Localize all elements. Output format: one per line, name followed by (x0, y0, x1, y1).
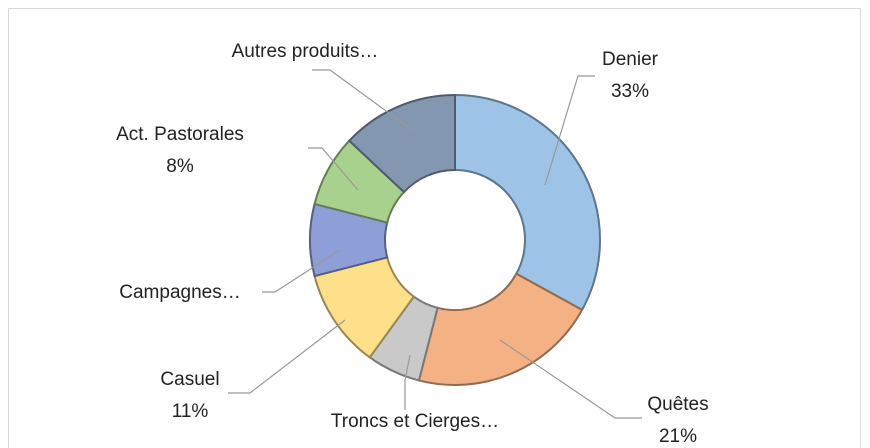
slice-label: Troncs et Cierges… (331, 411, 499, 432)
slice-label: Quêtes (647, 394, 708, 415)
leader-line (404, 354, 411, 410)
leader-line (544, 75, 595, 186)
leader-line (228, 319, 346, 394)
slice-label: Denier (602, 49, 659, 70)
leader-line (312, 69, 413, 131)
leader-line (308, 147, 359, 191)
donut-slice (454, 93, 601, 312)
slice-label: Autres produits… (232, 41, 379, 62)
slice-value-label: 33% (611, 81, 649, 102)
slice-label: Casuel (160, 369, 219, 390)
slice-label: Campagnes… (119, 282, 240, 303)
slice-value-label: 8% (166, 156, 194, 177)
donut-slice (347, 93, 456, 194)
leader-line (499, 339, 642, 419)
slice-value-label: 11% (172, 401, 209, 422)
donut-slice (417, 272, 584, 386)
leader-line (262, 249, 341, 293)
slice-label: Act. Pastorales (116, 124, 244, 145)
slice-value-label: 21% (659, 426, 697, 447)
